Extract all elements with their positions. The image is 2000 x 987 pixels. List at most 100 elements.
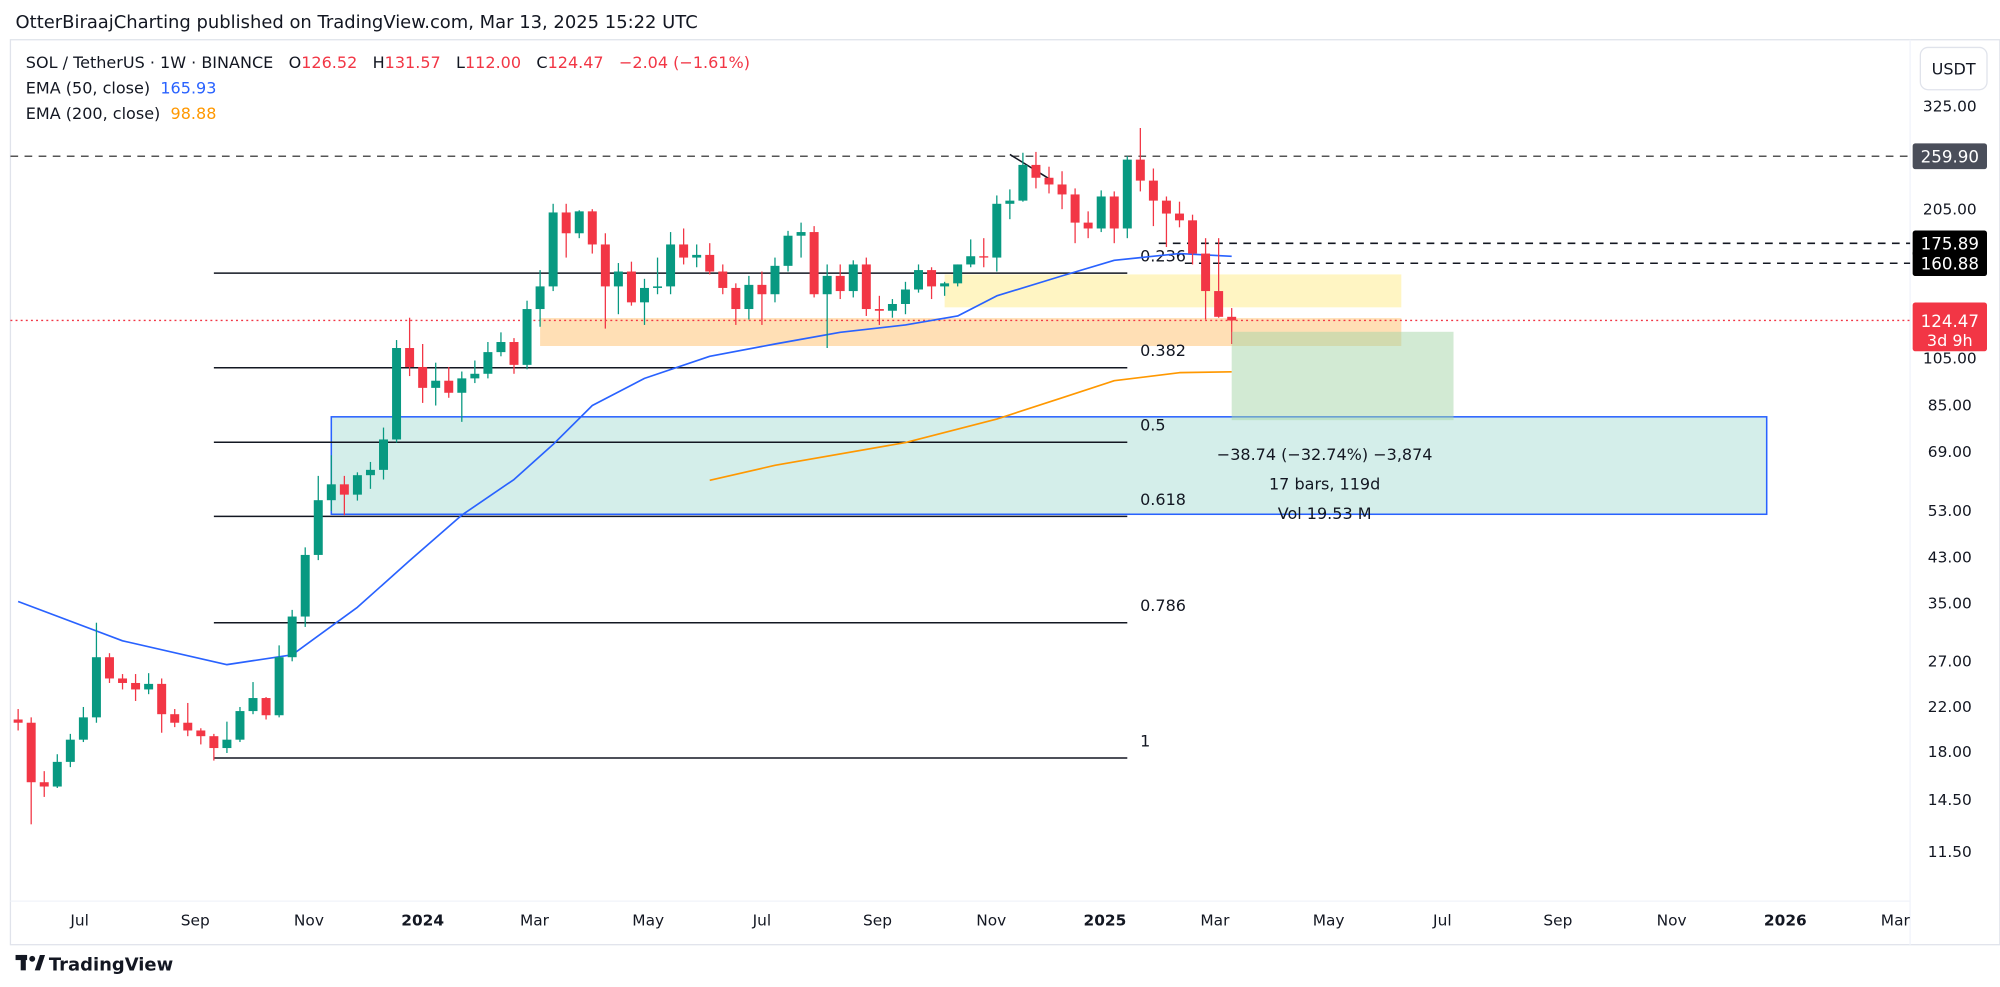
- candle-body: [953, 264, 963, 284]
- candle-body: [692, 254, 702, 258]
- candle-body: [52, 761, 62, 787]
- ema200-label[interactable]: EMA (200, close): [26, 104, 160, 123]
- candle-body: [1031, 164, 1041, 178]
- price-badge: [1912, 143, 1987, 170]
- candle-body: [535, 286, 545, 310]
- candle-body: [379, 439, 388, 470]
- x-tick-label: Sep: [863, 911, 892, 929]
- price-badge-label: 175.89: [1921, 235, 1979, 254]
- candle: [679, 228, 689, 265]
- candle: [705, 243, 715, 275]
- candle: [261, 697, 271, 720]
- candle: [131, 674, 141, 701]
- candle: [1109, 191, 1119, 244]
- candle-body: [1057, 184, 1067, 195]
- high-label: H: [373, 53, 385, 72]
- open-value: 126.52: [301, 53, 357, 72]
- fib-level-label: 0.5: [1140, 416, 1165, 435]
- candle-body: [848, 264, 858, 292]
- currency-label: USDT: [1932, 59, 1976, 78]
- y-tick-label: 105.00: [1923, 350, 1977, 368]
- candle: [1044, 166, 1054, 194]
- candle: [587, 209, 597, 254]
- candle: [953, 264, 963, 287]
- candle: [770, 257, 780, 303]
- candle-body: [626, 271, 636, 303]
- candle-body: [248, 698, 258, 712]
- y-tick-label: 22.00: [1928, 698, 1972, 716]
- candle-body: [470, 373, 480, 379]
- candle: [26, 717, 36, 825]
- candle: [444, 367, 454, 398]
- candle-body: [548, 212, 558, 287]
- candle: [365, 461, 375, 489]
- candle: [522, 300, 532, 370]
- high-value: 131.57: [385, 53, 441, 72]
- candle-body: [444, 380, 454, 393]
- candle: [966, 239, 976, 268]
- ema50-label[interactable]: EMA (50, close): [26, 79, 150, 98]
- close-label: C: [536, 53, 547, 72]
- candle-body: [1188, 220, 1198, 254]
- candle: [431, 362, 441, 406]
- svg-text:SOL / TetherUS · 1W · BINANCE: SOL / TetherUS · 1W · BINANCE O126.52 H1…: [26, 53, 750, 72]
- candle: [900, 281, 910, 315]
- candle: [822, 264, 832, 349]
- svg-text:EMA (200, close)98.88: EMA (200, close) 98.88: [26, 104, 217, 123]
- low-value: 112.00: [465, 53, 521, 72]
- candle: [535, 270, 545, 327]
- candle: [418, 343, 428, 403]
- candle-body: [1135, 159, 1145, 181]
- x-tick-label: May: [1313, 911, 1345, 929]
- candle: [39, 771, 49, 797]
- currency-button[interactable]: USDT: [1919, 46, 1988, 91]
- x-tick-label: Mar: [1881, 911, 1911, 929]
- candle: [848, 260, 858, 298]
- open-label: O: [289, 53, 302, 72]
- tradingview-wordmark: TradingView: [49, 954, 173, 975]
- candle: [861, 257, 871, 316]
- candle-body: [783, 235, 793, 266]
- y-tick-label: 85.00: [1928, 397, 1972, 415]
- legend-symbol[interactable]: SOL / TetherUS · 1W · BINANCE: [26, 53, 273, 72]
- y-tick-label: 205.00: [1923, 200, 1977, 218]
- candle-body: [770, 265, 780, 295]
- candle-body: [65, 739, 75, 762]
- candle: [1005, 189, 1015, 220]
- y-tick-label: 43.00: [1928, 549, 1972, 567]
- candle: [626, 261, 636, 306]
- candle-body: [679, 244, 689, 258]
- candle-body: [900, 289, 910, 304]
- candle-body: [104, 657, 114, 679]
- candle: [639, 278, 649, 325]
- candle-body: [744, 284, 754, 310]
- candle-body: [1018, 164, 1028, 201]
- measure-box: [1231, 331, 1454, 421]
- candle-body: [940, 283, 950, 287]
- candle-body: [483, 352, 493, 374]
- candle: [653, 257, 663, 295]
- y-tick-label: 18.00: [1928, 743, 1972, 761]
- x-tick-label: Nov: [976, 911, 1006, 929]
- candle-body: [457, 378, 467, 393]
- candle: [326, 455, 336, 511]
- candle-body: [405, 348, 415, 368]
- tradingview-logo-icon: [15, 954, 46, 971]
- candle-body: [1227, 316, 1237, 321]
- fib-level-label: 0.382: [1140, 341, 1186, 360]
- y-tick-label: 325.00: [1923, 98, 1977, 116]
- candle: [783, 230, 793, 272]
- candle-body: [157, 683, 167, 715]
- trend-line: [1009, 153, 1050, 180]
- candle: [209, 733, 219, 761]
- candle: [235, 706, 245, 743]
- candle-body: [835, 275, 845, 292]
- y-tick-label: 53.00: [1928, 502, 1972, 520]
- price-badge: [1912, 250, 1987, 277]
- candle-body: [287, 616, 297, 658]
- candle: [392, 340, 402, 443]
- candle: [183, 702, 193, 737]
- candle-body: [365, 469, 375, 476]
- candle-body: [170, 714, 180, 723]
